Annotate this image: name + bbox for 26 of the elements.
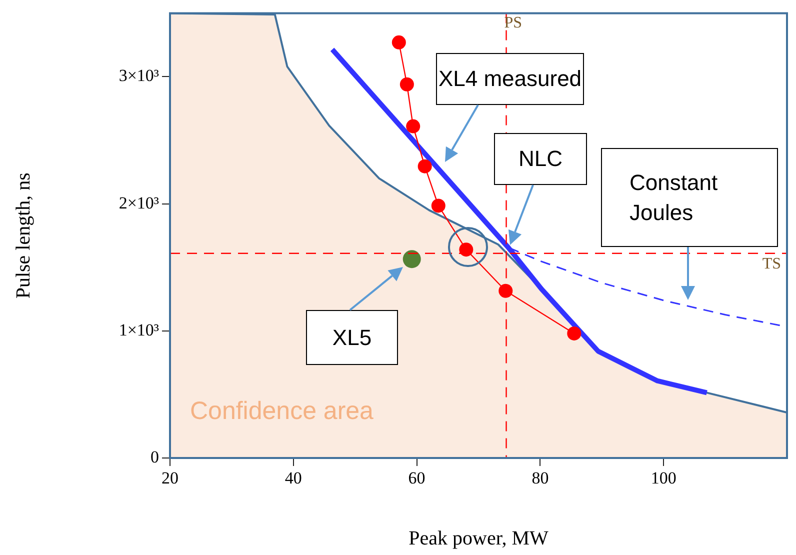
y-tick-label: 3×10³ xyxy=(118,66,159,86)
x-axis-title: Peak power, MW xyxy=(408,527,548,550)
point xyxy=(400,77,414,92)
x-tick-label: 40 xyxy=(284,468,302,488)
x-tick-label: 100 xyxy=(650,468,676,488)
point xyxy=(498,284,513,298)
y-axis-title: Pulse length, ns xyxy=(12,172,34,299)
ref-line-label: PS xyxy=(504,14,522,32)
point xyxy=(392,35,406,50)
x-tick-label: 20 xyxy=(162,468,178,488)
point xyxy=(431,198,446,213)
y-tick-label: 2×10³ xyxy=(118,193,159,212)
annotation: XL4 measured xyxy=(438,65,582,93)
point xyxy=(402,250,421,268)
point xyxy=(406,119,420,134)
annotation: Constant Joules xyxy=(630,168,719,226)
point xyxy=(418,159,432,174)
ref-line-label: TS xyxy=(762,256,781,273)
y-tick-label: 1×10³ xyxy=(118,320,159,340)
x-tick-label: 60 xyxy=(408,468,426,488)
annotation: Confidence area xyxy=(190,397,374,426)
point xyxy=(567,326,582,340)
x-tick-label: 80 xyxy=(532,468,549,488)
annotation: XL5 xyxy=(332,324,372,352)
y-tick-label: 0 xyxy=(150,447,159,466)
annotation: NLC xyxy=(518,145,562,173)
